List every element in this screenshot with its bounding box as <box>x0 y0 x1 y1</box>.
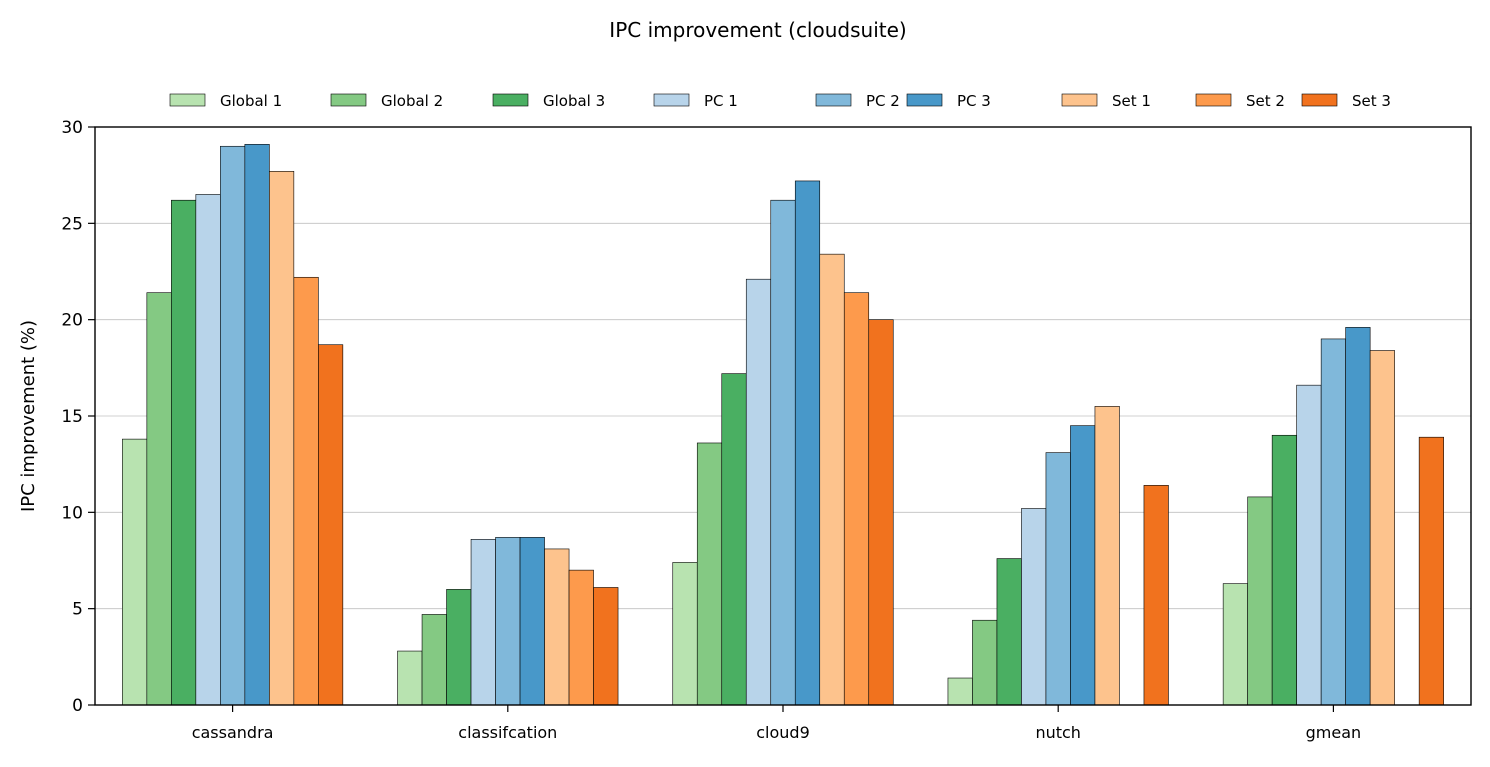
bar-global-2-cassandra <box>146 292 172 706</box>
bar-global-2-classifcation <box>421 614 447 706</box>
legend-label: Global 3 <box>543 92 605 110</box>
bar-set-2-cassandra <box>293 276 319 706</box>
bar-global-3-cloud9 <box>721 373 747 706</box>
legend-label: PC 1 <box>704 92 738 110</box>
legend-label: Set 2 <box>1246 92 1285 110</box>
legend-label: PC 2 <box>866 92 900 110</box>
chart-title: IPC improvement (cloudsuite) <box>609 18 906 42</box>
bar-global-2-cloud9 <box>696 442 723 706</box>
bar-pc-1-gmean <box>1296 384 1322 706</box>
bar-pc-3-cloud9 <box>794 180 821 706</box>
y-tick-label: 30 <box>61 118 83 138</box>
legend-swatch <box>1301 93 1338 107</box>
legend-swatch <box>1195 93 1232 107</box>
y-tick-label: 0 <box>72 696 83 716</box>
bar-global-3-gmean <box>1271 434 1297 706</box>
legend-swatch <box>492 93 529 107</box>
bar-global-1-classifcation <box>397 650 423 706</box>
x-tick-label: gmean <box>1306 723 1362 742</box>
bar-set-1-cassandra <box>269 171 295 706</box>
bar-pc-3-classifcation <box>519 537 545 706</box>
bar-set-2-classifcation <box>568 569 594 706</box>
bar-set-1-classifcation <box>544 548 570 706</box>
y-tick-label: 10 <box>61 503 83 523</box>
bar-pc-1-cassandra <box>195 194 221 706</box>
bar-pc-1-classifcation <box>470 539 496 706</box>
bar-set-3-gmean <box>1418 436 1444 706</box>
bar-global-1-cassandra <box>122 438 148 706</box>
y-tick-label: 15 <box>61 407 83 427</box>
x-tick-label: cassandra <box>192 723 274 742</box>
bar-pc-3-gmean <box>1345 327 1371 706</box>
legend-swatch <box>815 93 852 107</box>
bar-global-2-gmean <box>1247 496 1273 706</box>
bar-global-1-gmean <box>1222 583 1248 706</box>
legend-swatch <box>169 93 206 107</box>
y-tick-label: 5 <box>72 600 83 620</box>
legend-item: PC 2 <box>815 92 900 110</box>
y-tick-label: 25 <box>61 214 83 234</box>
y-axis-label: IPC improvement (%) <box>18 320 39 512</box>
bar-set-1-gmean <box>1369 350 1395 706</box>
legend-label: PC 3 <box>957 92 991 110</box>
bar-set-2-cloud9 <box>843 292 870 706</box>
legend-item: Set 1 <box>1061 92 1151 110</box>
bar-pc-2-classifcation <box>495 537 521 706</box>
bar-set-3-cloud9 <box>868 319 894 706</box>
legend-item: PC 3 <box>906 92 991 110</box>
legend-swatch <box>906 93 943 107</box>
bar-global-3-nutch <box>996 558 1022 706</box>
x-tick-label: classifcation <box>458 723 557 742</box>
bars <box>122 144 1444 706</box>
legend-swatch <box>1061 93 1098 107</box>
legend-swatch <box>330 93 367 107</box>
bar-set-3-cassandra <box>318 344 344 706</box>
axes: 0 5 10 15 20 25 30 cassandra classifcation cloud9… <box>61 118 1472 742</box>
bar-set-1-nutch <box>1094 406 1120 706</box>
legend-label: Global 1 <box>220 92 282 110</box>
legend-label: Global 2 <box>381 92 443 110</box>
legend-item: Global 3 <box>492 92 605 110</box>
bar-set-1-cloud9 <box>819 253 845 706</box>
bar-global-2-nutch <box>972 619 998 706</box>
bar-pc-3-nutch <box>1070 425 1096 706</box>
bar-pc-2-gmean <box>1320 338 1346 706</box>
bar-pc-3-cassandra <box>244 144 270 706</box>
bar-global-3-cassandra <box>171 199 197 706</box>
bar-pc-2-cassandra <box>220 145 246 706</box>
legend-item: PC 1 <box>653 92 738 110</box>
legend-item: Set 3 <box>1301 92 1391 110</box>
legend-swatch <box>653 93 690 107</box>
bar-set-3-nutch <box>1143 485 1169 706</box>
legend-item: Global 1 <box>169 92 282 110</box>
legend: Global 1 Global 2 Global 3 PC 1 PC 2 PC 3 Set … <box>169 92 1391 110</box>
bar-set-3-classifcation <box>593 587 619 706</box>
bar-global-3-classifcation <box>446 589 472 706</box>
bar-pc-2-cloud9 <box>770 199 796 706</box>
y-tick-label: 20 <box>61 311 83 331</box>
legend-item: Set 2 <box>1195 92 1285 110</box>
x-tick-label: nutch <box>1035 723 1081 742</box>
bar-pc-2-nutch <box>1045 452 1071 706</box>
bar-pc-1-cloud9 <box>745 278 772 706</box>
legend-item: Global 2 <box>330 92 443 110</box>
legend-label: Set 1 <box>1112 92 1151 110</box>
bar-pc-1-nutch <box>1021 508 1047 706</box>
bar-global-1-nutch <box>947 677 973 706</box>
bar-global-1-cloud9 <box>672 562 698 706</box>
plot-frame <box>94 126 1472 706</box>
legend-label: Set 3 <box>1352 92 1391 110</box>
x-tick-label: cloud9 <box>756 723 810 742</box>
